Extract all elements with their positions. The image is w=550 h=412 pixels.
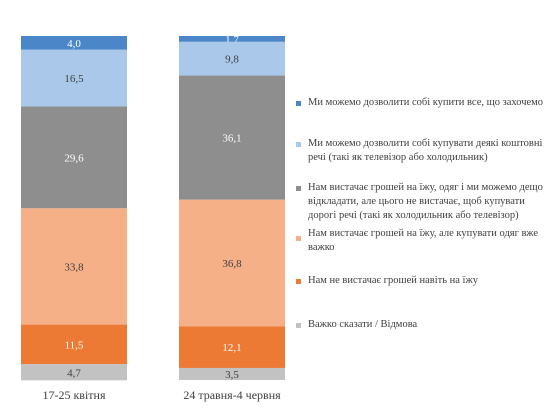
- bar-segment-2-5: [179, 326, 285, 368]
- data-label-2-3: 36,1: [222, 133, 241, 145]
- legend-marker-5: [296, 279, 301, 284]
- bar-segment-2-6: [179, 367, 285, 380]
- bar-segment-1-4: [21, 208, 127, 325]
- category-label-2: 24 травня-4 червня: [183, 388, 281, 402]
- data-label-1-2: 16,5: [64, 73, 84, 85]
- bar-segment-1-2: [21, 49, 127, 107]
- data-label-1-3: 29,6: [64, 152, 84, 164]
- legend-marker-6: [296, 323, 301, 328]
- chart-legend: Ми можемо дозволити собі купити все, що …: [296, 0, 546, 412]
- legend-marker-4: [296, 236, 301, 241]
- legend-label-4: Нам вистачає грошей на їжу, але купувати…: [308, 228, 538, 253]
- bar-segment-1-6: [21, 364, 127, 381]
- legend-label-5: Нам не вистачає грошей навіть на їжу: [308, 275, 478, 286]
- category-label-1: 17-25 квітня: [42, 388, 105, 402]
- bar-segment-2-4: [179, 199, 285, 327]
- legend-marker-2: [296, 142, 301, 147]
- legend-marker-1: [296, 101, 301, 106]
- data-label-1-1: 4,0: [67, 38, 81, 50]
- data-label-2-5: 12,1: [222, 342, 241, 354]
- legend-label-2: Ми можемо дозволити собі купувати деякі …: [308, 138, 543, 163]
- bar-segment-2-1: [179, 36, 285, 42]
- data-label-1-5: 11,5: [65, 339, 84, 351]
- legend-label-3: Нам вистачає грошей на їжу, одяг і ми мо…: [308, 182, 543, 221]
- bar-segment-1-5: [21, 324, 127, 365]
- data-label-1-4: 33,8: [64, 261, 84, 273]
- data-label-1-6: 4,7: [67, 367, 81, 379]
- bar-segment-2-3: [179, 75, 285, 200]
- bar-segment-1-1: [21, 36, 127, 50]
- data-label-2-4: 36,8: [222, 258, 242, 270]
- legend-marker-3: [296, 186, 301, 191]
- data-label-2-6: 3,5: [225, 369, 239, 381]
- bar-segment-1-3: [21, 106, 127, 209]
- legend-label-6: Важко сказати / Відмова: [308, 319, 418, 330]
- data-label-2-2: 9,8: [225, 54, 239, 66]
- bar-segment-2-2: [179, 41, 285, 76]
- legend-label-1: Ми можемо дозволити собі купити все, що …: [308, 97, 544, 108]
